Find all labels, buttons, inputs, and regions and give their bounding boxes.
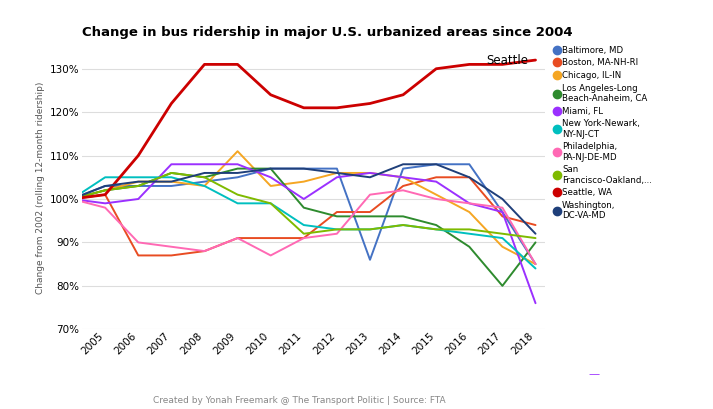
Text: Created by Yonah Freemark @ The Transport Politic | Source: FTA: Created by Yonah Freemark @ The Transpor…	[153, 396, 446, 405]
Text: Change in bus ridership in major U.S. urbanized areas since 2004: Change in bus ridership in major U.S. ur…	[82, 26, 573, 39]
Legend: Baltimore, MD, Boston, MA-NH-RI, Chicago, IL-IN, Los Angeles-Long
Beach-Anaheim,: Baltimore, MD, Boston, MA-NH-RI, Chicago…	[555, 46, 652, 220]
Y-axis label: Change from 2002 (rolling 12-month ridership): Change from 2002 (rolling 12-month rider…	[36, 82, 46, 294]
Text: Seattle: Seattle	[486, 54, 528, 67]
Text: —: —	[589, 369, 600, 379]
